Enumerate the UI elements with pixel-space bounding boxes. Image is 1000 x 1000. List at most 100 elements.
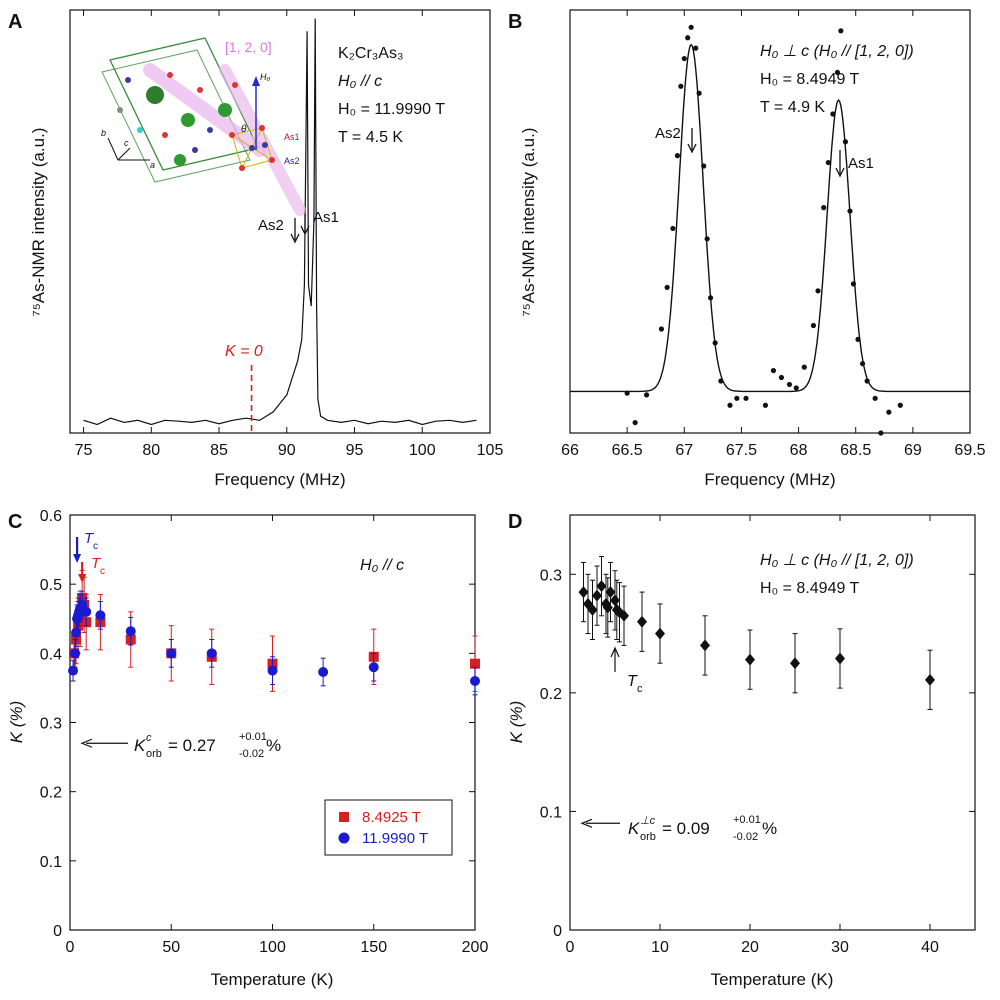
y-tick-label: 0.1 xyxy=(40,854,62,871)
data-point-diamond xyxy=(619,609,629,622)
x-tick-label: 105 xyxy=(477,442,504,459)
panel-d-korb-annotation: K ⊥c orb = 0.09 +0.01 -0.02 % xyxy=(628,814,777,843)
data-point xyxy=(842,139,849,145)
x-tick-label: 0 xyxy=(566,939,575,956)
panel-a-as1-label: As1 xyxy=(313,209,339,226)
as-atom xyxy=(192,147,198,153)
data-point-blue xyxy=(95,610,106,621)
b-axis-arrow xyxy=(107,137,119,161)
x-tick-label: 66 xyxy=(561,442,579,459)
data-point xyxy=(821,205,827,211)
legend-marker-blue xyxy=(338,832,350,844)
panel-d-field: H₀ = 8.4949 T xyxy=(760,580,860,597)
panel-b-ylabel: ⁷⁵As-NMR intensity (a.u.) xyxy=(519,128,538,317)
atom xyxy=(137,127,143,133)
tc-arrowhead-red xyxy=(78,574,87,583)
x-tick-label: 68 xyxy=(790,442,808,459)
data-point-diamond xyxy=(655,627,665,640)
x-tick-label: 80 xyxy=(142,442,160,459)
data-point xyxy=(664,284,670,290)
fit-curve xyxy=(570,43,970,393)
atom xyxy=(117,107,123,113)
x-tick-label: 10 xyxy=(651,939,669,956)
data-point xyxy=(734,395,740,401)
y-tick-label: 0.3 xyxy=(540,567,562,584)
data-point xyxy=(878,430,884,436)
panel-a-field-dir: H₀ // c xyxy=(338,73,382,90)
data-point xyxy=(696,90,702,96)
panel-a-k0-label: K = 0 xyxy=(225,343,263,360)
panel-d-knight-shift: 0 10 20 30 40 0 0.1 0.2 0.3 Temperature (K) K (%… xyxy=(507,514,976,989)
cr-atom xyxy=(167,72,173,78)
data-point xyxy=(670,225,676,232)
korb-c-sub: orb xyxy=(146,748,162,760)
data-point xyxy=(801,364,807,370)
x-tick-label: 20 xyxy=(741,939,759,956)
k-atom xyxy=(218,103,232,117)
panel-b-data xyxy=(570,24,970,436)
legend-marker-red xyxy=(339,812,349,822)
data-point xyxy=(897,402,903,408)
data-point-diamond xyxy=(596,580,607,593)
data-point-blue xyxy=(368,662,379,673)
data-point xyxy=(825,159,831,166)
x-tick-label: 68.5 xyxy=(840,442,871,459)
y-tick-label: 0 xyxy=(53,923,62,940)
cr-atom xyxy=(269,157,275,163)
panel-b-temp: T = 4.9 K xyxy=(760,99,825,116)
data-point xyxy=(701,163,707,169)
data-point-blue xyxy=(318,667,329,678)
spectrum-line xyxy=(83,18,477,426)
data-point xyxy=(685,35,691,41)
panel-b-nmr-spectrum: 66 66.5 67 67.5 68 68.5 69 69.5 Frequency (MHz)… xyxy=(519,9,986,489)
data-point xyxy=(624,390,630,396)
data-point xyxy=(727,402,733,408)
data-point-red xyxy=(470,658,480,669)
panel-label-c: C xyxy=(8,511,22,533)
as-atom xyxy=(262,142,268,148)
unit-cell-back xyxy=(101,49,251,183)
x-tick-label: 66.5 xyxy=(612,442,643,459)
data-point xyxy=(864,378,870,384)
field-direction-band xyxy=(219,64,306,216)
x-tick-label: 200 xyxy=(462,939,489,956)
korb-c-unit: % xyxy=(266,736,281,755)
y-tick-label: 0.5 xyxy=(40,577,62,594)
inset-theta-label: θ xyxy=(241,124,247,135)
x-tick-label: 67.5 xyxy=(726,442,757,459)
data-point xyxy=(815,288,821,294)
c-axis-arrow xyxy=(117,147,131,161)
y-tick-label: 0.2 xyxy=(40,785,62,802)
panel-d-xlabel: Temperature (K) xyxy=(711,970,834,989)
y-tick-label: 0.4 xyxy=(40,646,62,663)
panel-d-tc-marker: T c xyxy=(610,646,643,695)
korb-perp-minus-err: -0.02 xyxy=(733,831,758,843)
crystal-structure-inset: H₀ θ As1 As2 [1, 2, 0] a b c xyxy=(101,37,306,216)
korb-perp-symbol: K xyxy=(628,819,640,838)
panel-a-temp: T = 4.5 K xyxy=(338,129,403,146)
data-point xyxy=(681,55,687,62)
data-point-diamond xyxy=(578,586,589,599)
data-point-diamond xyxy=(925,673,935,686)
data-point-diamond xyxy=(745,653,755,666)
data-point xyxy=(770,367,777,374)
panel-c-field-dir: H₀ // c xyxy=(360,557,404,574)
data-point xyxy=(658,326,665,332)
panel-c-xlabel: Temperature (K) xyxy=(211,970,334,989)
panel-b-as1-arrowhead xyxy=(835,167,845,178)
data-point-diamond xyxy=(587,603,598,616)
a-axis-label: a xyxy=(150,160,155,170)
y-tick-label: 0 xyxy=(553,923,562,940)
data-point xyxy=(855,336,861,342)
data-point xyxy=(743,395,749,401)
panel-b-frame xyxy=(569,9,971,434)
data-point-blue xyxy=(267,665,278,676)
x-tick-label: 0 xyxy=(66,939,75,956)
unit-cell-front xyxy=(109,37,259,171)
data-point-diamond xyxy=(592,589,602,602)
data-point-diamond xyxy=(700,639,710,652)
tc-label-red: T xyxy=(91,555,102,572)
data-point xyxy=(643,392,650,398)
